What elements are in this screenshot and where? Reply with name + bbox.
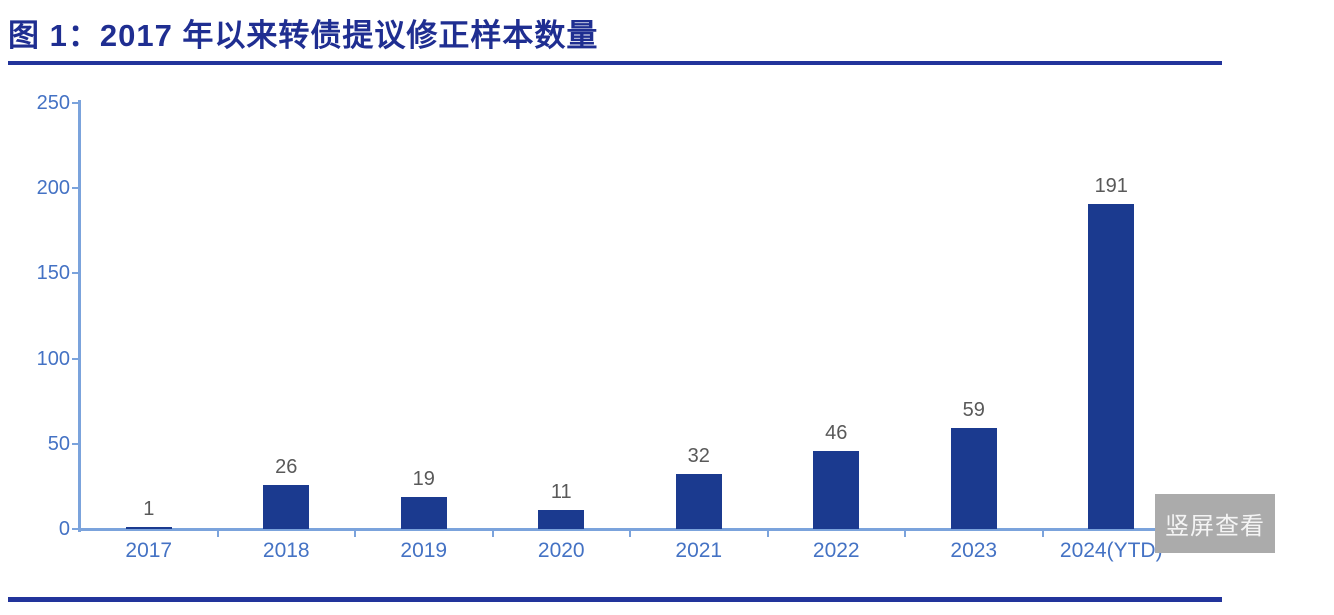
y-tick-label: 150 — [36, 262, 70, 285]
portrait-view-button[interactable]: 竖屏查看 — [1155, 494, 1275, 553]
y-tick — [72, 442, 80, 445]
bar-2021 — [675, 474, 722, 529]
y-tick-label: 200 — [36, 177, 70, 200]
bar-2024(YTD) — [1088, 204, 1135, 529]
figure-title: 图 1：2017 年以来转债提议修正样本数量 — [8, 18, 599, 53]
bar-value-label: 32 — [687, 445, 710, 467]
x-tick-label-2019: 2019 — [400, 539, 448, 562]
x-tick-label-2017: 2017 — [125, 539, 173, 562]
x-tick-label-2023: 2023 — [950, 539, 998, 562]
y-tick — [72, 187, 80, 190]
x-tick-label-2020: 2020 — [537, 539, 585, 562]
y-tick — [72, 102, 80, 104]
y-tick-label: 50 — [47, 432, 70, 455]
y-tick-label: 100 — [36, 347, 70, 370]
bar-value-label: 59 — [962, 399, 985, 421]
bar-2020 — [538, 510, 585, 529]
bar-value-label: 1 — [143, 498, 155, 520]
bar-value-label: 191 — [1094, 175, 1128, 197]
x-tick-label-2024(YTD): 2024(YTD) — [1059, 539, 1163, 562]
x-tick — [491, 529, 494, 537]
x-axis-line — [78, 528, 1212, 531]
bottom-rule — [8, 597, 1222, 602]
y-tick — [72, 272, 80, 275]
bar-value-label: 19 — [412, 468, 435, 490]
x-tick — [1041, 529, 1044, 537]
x-tick-label-2018: 2018 — [262, 539, 310, 562]
bar-2023 — [950, 428, 997, 529]
x-tick-label-2021: 2021 — [675, 539, 723, 562]
y-tick — [72, 357, 80, 360]
x-tick — [904, 529, 906, 537]
y-tick-label: 0 — [58, 518, 70, 540]
x-tick — [629, 529, 631, 537]
y-tick-label: 250 — [36, 92, 70, 114]
bar-2019 — [400, 497, 447, 529]
bar-value-label: 46 — [825, 422, 848, 444]
bar-value-label: 11 — [550, 481, 572, 503]
bar-2018 — [263, 485, 310, 529]
x-tick-label-2022: 2022 — [812, 539, 860, 562]
x-tick — [766, 529, 769, 537]
bar-chart: 0 50 100 150 200 250 2017 2018 2019 2020 2021 2022… — [0, 80, 1334, 580]
x-tick — [354, 529, 356, 537]
bar-value-label: 26 — [275, 456, 298, 478]
bar-2017 — [125, 527, 172, 529]
x-tick — [216, 529, 219, 537]
title-underline — [8, 61, 1222, 65]
y-tick — [72, 528, 80, 530]
y-axis-line — [78, 100, 81, 532]
bar-2022 — [813, 451, 860, 529]
